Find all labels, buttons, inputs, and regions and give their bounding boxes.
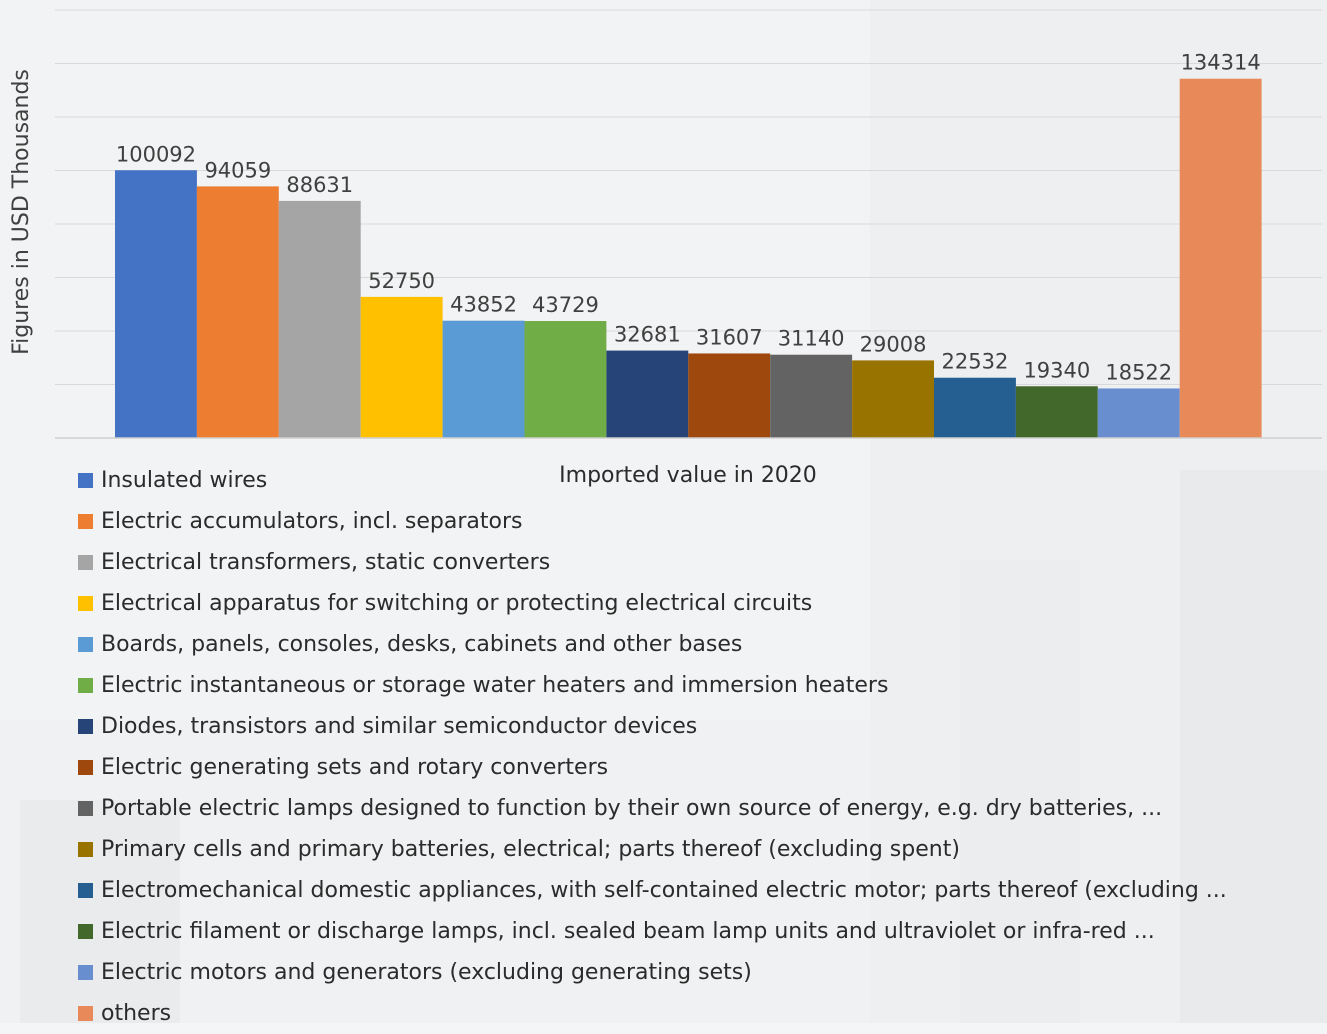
- legend-item: Diodes, transistors and similar semicond…: [78, 706, 1318, 747]
- legend-swatch: [78, 555, 93, 570]
- data-label: 22532: [942, 350, 1009, 374]
- legend-swatch: [78, 801, 93, 816]
- legend-item: others: [78, 993, 1318, 1034]
- data-label: 32681: [614, 323, 681, 347]
- bars: [115, 78, 1262, 438]
- data-label: 94059: [204, 158, 271, 182]
- legend-item: Electromechanical domestic appliances, w…: [78, 870, 1318, 911]
- bar: [278, 200, 361, 438]
- bar: [1015, 386, 1098, 438]
- legend-swatch: [78, 842, 93, 857]
- legend-label: Electric accumulators, incl. separators: [101, 509, 523, 534]
- legend-swatch: [78, 514, 93, 529]
- legend-swatch: [78, 883, 93, 898]
- legend-label: Portable electric lamps designed to func…: [101, 796, 1163, 821]
- legend-label: Insulated wires: [101, 468, 268, 493]
- legend-swatch: [78, 473, 93, 488]
- legend-label: others: [101, 1001, 172, 1026]
- legend-swatch: [78, 760, 93, 775]
- legend-label: Electromechanical domestic appliances, w…: [101, 878, 1227, 903]
- legend-item: Electrical transformers, static converte…: [78, 542, 1318, 583]
- legend-item: Boards, panels, consoles, desks, cabinet…: [78, 624, 1318, 665]
- legend-swatch: [78, 1006, 93, 1021]
- data-label: 18522: [1105, 360, 1172, 384]
- legend-item: Electric motors and generators (excludin…: [78, 952, 1318, 993]
- data-label: 31607: [696, 325, 763, 349]
- data-label: 19340: [1023, 358, 1090, 382]
- bar: [1097, 388, 1180, 438]
- legend-label: Electrical transformers, static converte…: [101, 550, 551, 575]
- legend-label: Diodes, transistors and similar semicond…: [101, 714, 698, 739]
- legend-item: Portable electric lamps designed to func…: [78, 788, 1318, 829]
- legend-item: Electrical apparatus for switching or pr…: [78, 583, 1318, 624]
- legend: Insulated wires Electric accumulators, in…: [78, 460, 1318, 1034]
- bar: [360, 296, 443, 438]
- data-label: 29008: [860, 332, 927, 356]
- legend-swatch: [78, 678, 93, 693]
- legend-swatch: [78, 924, 93, 939]
- bar: [524, 321, 607, 438]
- legend-item: Insulated wires: [78, 460, 1318, 501]
- data-label: 134314: [1181, 51, 1261, 75]
- data-label: 43729: [532, 293, 599, 317]
- legend-swatch: [78, 596, 93, 611]
- bar: [688, 353, 771, 438]
- bar: [606, 350, 689, 438]
- legend-swatch: [78, 637, 93, 652]
- legend-label: Electrical apparatus for switching or pr…: [101, 591, 813, 616]
- x-axis-label: Imported value in 2020: [559, 463, 817, 488]
- data-label: 31140: [778, 327, 845, 351]
- legend-label: Electric instantaneous or storage water …: [101, 673, 889, 698]
- bar: [115, 170, 197, 438]
- bar: [770, 354, 853, 438]
- legend-item: Electric instantaneous or storage water …: [78, 665, 1318, 706]
- data-label: 100092: [116, 142, 196, 166]
- bar: [852, 360, 934, 438]
- legend-swatch: [78, 965, 93, 980]
- legend-item: Primary cells and primary batteries, ele…: [78, 829, 1318, 870]
- value-labels: 100092 94059 88631 52750 43852 43729 32681 3160…: [116, 51, 1261, 385]
- legend-label: Electric filament or discharge lamps, in…: [101, 919, 1155, 944]
- bar: [196, 186, 279, 438]
- bar: [1179, 78, 1262, 438]
- bar: [934, 377, 1016, 438]
- legend-item: Electric filament or discharge lamps, in…: [78, 911, 1318, 952]
- y-axis-label: Figures in USD Thousands: [9, 69, 34, 355]
- legend-label: Boards, panels, consoles, desks, cabinet…: [101, 632, 743, 657]
- bar: [442, 320, 525, 438]
- legend-label: Primary cells and primary batteries, ele…: [101, 837, 960, 862]
- data-label: 52750: [368, 269, 435, 293]
- legend-item: Electric generating sets and rotary conv…: [78, 747, 1318, 788]
- legend-label: Electric motors and generators (excludin…: [101, 960, 752, 985]
- legend-swatch: [78, 719, 93, 734]
- data-label: 43852: [450, 293, 517, 317]
- legend-item: Electric accumulators, incl. separators: [78, 501, 1318, 542]
- legend-label: Electric generating sets and rotary conv…: [101, 755, 609, 780]
- data-label: 88631: [286, 173, 353, 197]
